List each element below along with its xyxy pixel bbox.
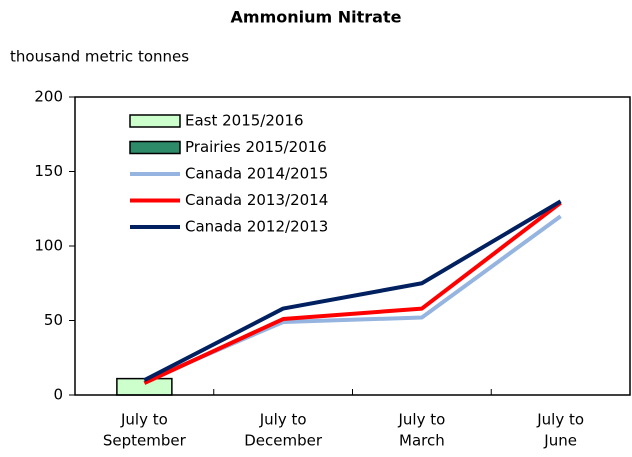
y-axis-label: thousand metric tonnes — [10, 48, 189, 66]
chart-title: Ammonium Nitrate — [231, 8, 402, 27]
x-tick-label: July to — [536, 411, 584, 429]
line — [143, 201, 562, 385]
plot-frame — [74, 96, 631, 396]
legend-label: Prairies 2015/2016 — [185, 138, 327, 156]
y-tick-label: 0 — [53, 386, 63, 404]
y-tick-label: 50 — [44, 311, 63, 329]
x-tick-label: July to — [120, 411, 168, 429]
line — [143, 199, 562, 382]
legend-swatch — [129, 140, 181, 155]
legend-label: Canada 2012/2013 — [185, 218, 328, 236]
x-tick-label: June — [543, 432, 577, 450]
y-tick-label: 100 — [34, 237, 63, 255]
legend-label: East 2015/2016 — [185, 112, 304, 130]
x-tick-label: July to — [259, 411, 307, 429]
x-tick-label: July to — [397, 411, 445, 429]
legend-label: Canada 2013/2014 — [185, 191, 328, 209]
x-tick-label: December — [244, 432, 323, 450]
legend-swatch — [129, 114, 181, 128]
y-tick-label: 150 — [34, 162, 63, 180]
line — [143, 214, 562, 384]
x-tick-label: September — [103, 432, 187, 450]
x-tick-label: March — [399, 432, 445, 450]
y-tick-label: 200 — [34, 88, 63, 106]
legend-label: Canada 2014/2015 — [185, 165, 328, 183]
